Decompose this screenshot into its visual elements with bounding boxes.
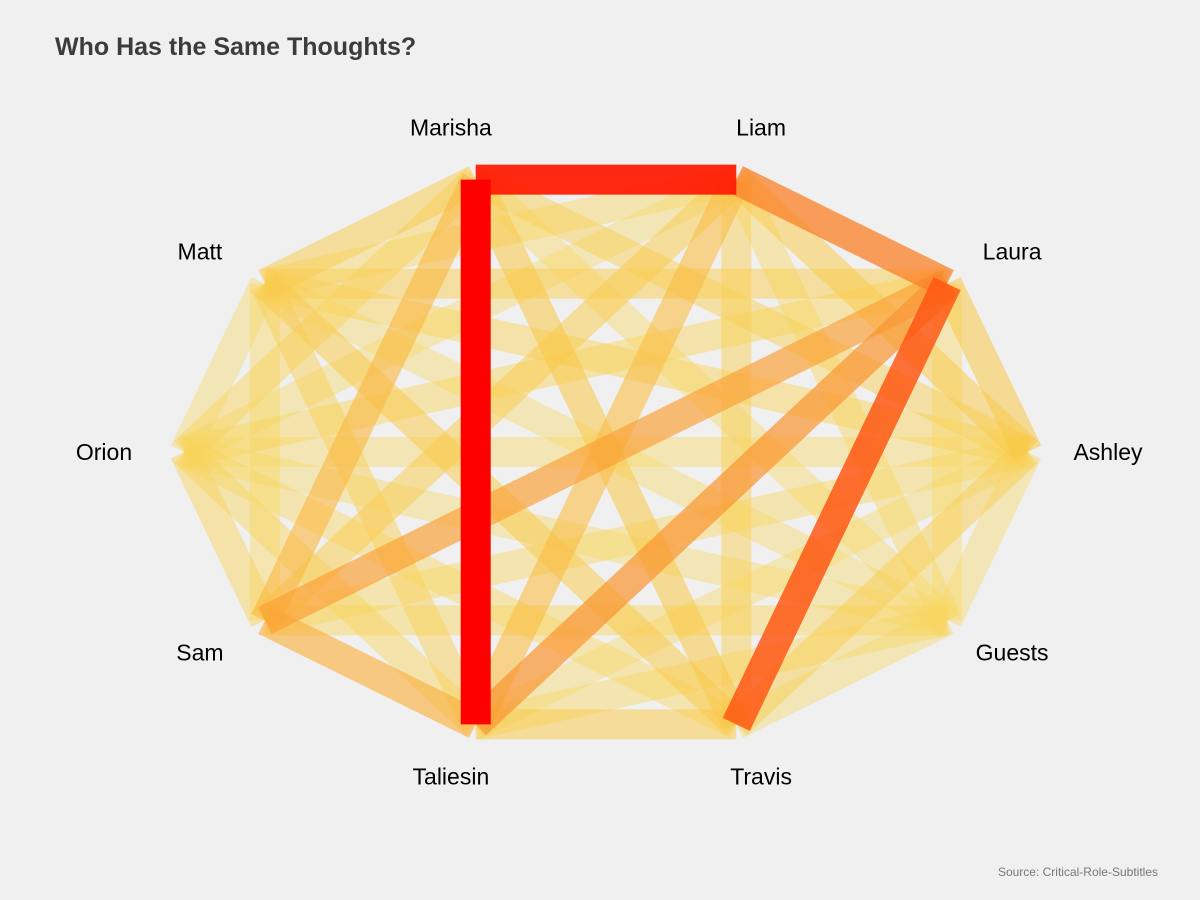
edge-marisha-matt [258,166,483,298]
edge-ashley-travis [726,441,1038,736]
edge-matt-orion [170,277,279,459]
node-label-marisha: Marisha [410,115,492,141]
edge-marisha-orion [174,168,486,463]
edge-marisha-sam [251,173,490,627]
edge-orion-travis [177,438,743,738]
edge-ashley-taliesin [469,438,1035,738]
edge-laura-taliesin [465,272,958,736]
edge-sam-taliesin [258,606,483,738]
source-caption: Source: Critical-Role-Subtitles [997,865,1158,879]
edge-laura-travis [722,277,961,731]
node-label-laura: Laura [983,239,1042,265]
node-label-guests: Guests [976,639,1049,665]
node-label-sam: Sam [176,639,223,665]
edges-layer [170,164,1042,740]
node-label-travis: Travis [730,763,792,789]
edge-liam-orion [177,166,743,466]
node-label-ashley: Ashley [1073,439,1143,465]
edge-laura-sam [258,270,954,634]
edge-marisha-ashley [469,166,1035,466]
edge-liam-sam [254,168,747,632]
edge-liam-laura [729,166,954,298]
edge-orion-sam [170,445,279,627]
node-label-matt: Matt [178,239,223,265]
node-label-orion: Orion [76,439,132,465]
node-label-liam: Liam [736,115,786,141]
edge-laura-ashley [933,277,1042,459]
chart-title: Who Has the Same Thoughts? [55,33,417,61]
node-labels-layer: Liam Laura Ashley Guests Travis Taliesin Sam Or… [76,115,1143,790]
node-label-taliesin: Taliesin [413,763,490,789]
